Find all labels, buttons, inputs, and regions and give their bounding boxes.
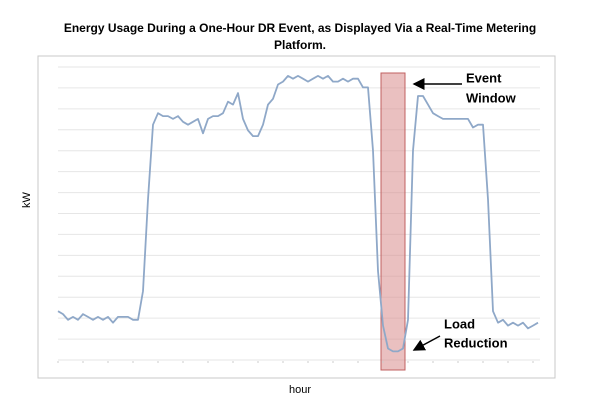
- chart-title: Energy Usage During a One-Hour DR Event,…: [64, 21, 536, 35]
- annotation: Load: [444, 316, 475, 331]
- event-window: [380, 72, 406, 371]
- plot-frame: [37, 55, 556, 379]
- annotation: Event: [466, 70, 502, 85]
- x-axis-label: hour: [289, 384, 311, 396]
- data-line: [57, 75, 539, 353]
- chart-title: Platform.: [274, 38, 326, 52]
- annotation: Reduction: [444, 335, 508, 350]
- annotation-arrow: [412, 335, 441, 351]
- y-axis-label: kW: [21, 191, 33, 208]
- annotation: Window: [466, 90, 517, 105]
